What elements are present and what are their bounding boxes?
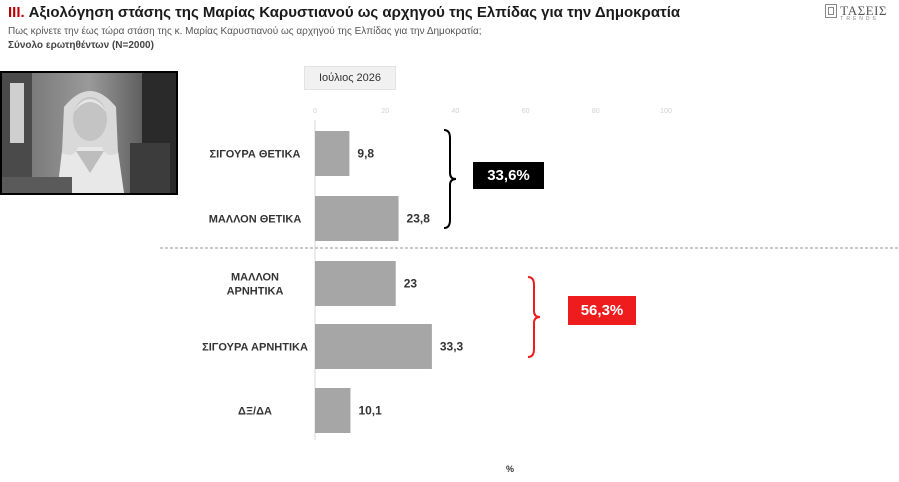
period-label: Ιούλιος 2026 <box>304 66 396 90</box>
negative-total-badge: 56,3% <box>568 296 636 325</box>
x-tick-label: 20 <box>381 108 389 115</box>
category-label: ΔΞ/ΔΑ <box>238 406 272 418</box>
data-label: 23,8 <box>407 212 431 226</box>
category-label: ΣΙΓΟΥΡΑ ΑΡΝΗΤΙΚΑ <box>202 342 308 354</box>
logo-mark-icon <box>825 4 838 18</box>
x-tick-label: 80 <box>592 108 600 115</box>
x-tick-label: 60 <box>522 108 530 115</box>
bar <box>315 388 351 433</box>
data-label: 33,3 <box>440 340 464 354</box>
bar <box>315 324 432 369</box>
negative-group-bracket <box>527 276 541 358</box>
sample-base: Σύνολο ερωτηθέντων (Ν=2000) <box>8 40 154 51</box>
portrait-photo <box>0 71 178 195</box>
category-label: ΜΑΛΛΟΝ ΘΕΤΙΚΑ <box>209 214 302 226</box>
positive-group-bracket <box>443 129 457 229</box>
x-axis-unit-label: % <box>506 464 515 474</box>
data-label: 23 <box>404 277 418 291</box>
brand-logo: ΤΑΣΕΙΣ TRENDS <box>825 4 887 22</box>
logo-subtext: TRENDS <box>840 16 879 22</box>
x-tick-label: 0 <box>313 108 317 115</box>
bar <box>315 261 396 306</box>
positive-total-badge: 33,6% <box>473 162 544 189</box>
title-number: III. <box>8 4 25 21</box>
title-text: Αξιολόγηση στάσης της Μαρίας Καρυστιανού… <box>28 4 681 21</box>
data-label: 9,8 <box>357 147 374 161</box>
bar <box>315 196 399 241</box>
question-text: Πως κρίνετε την έως τώρα στάση της κ. Μα… <box>8 26 482 37</box>
data-label: 10,1 <box>358 404 382 418</box>
category-label: ΣΙΓΟΥΡΑ ΘΕΤΙΚΑ <box>210 149 301 161</box>
portrait-illustration <box>2 73 176 193</box>
logo-text: ΤΑΣΕΙΣ <box>840 3 887 18</box>
chart-title: III. Αξιολόγηση στάσης της Μαρίας Καρυστι… <box>8 4 680 21</box>
bar <box>315 131 350 176</box>
x-tick-label: 40 <box>452 108 460 115</box>
category-label: ΑΡΝΗΤΙΚΑ <box>227 286 284 298</box>
x-tick-label: 100 <box>660 108 672 115</box>
category-label: ΜΑΛΛΟΝ <box>231 272 279 284</box>
